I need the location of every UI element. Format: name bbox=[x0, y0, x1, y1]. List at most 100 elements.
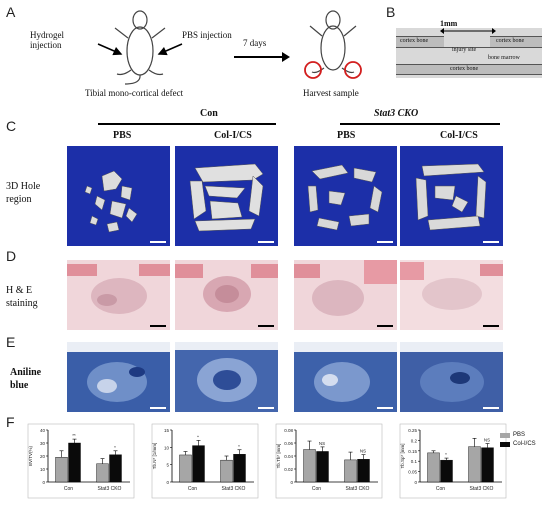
mouse-harvest-icon bbox=[304, 10, 362, 79]
chart-frame bbox=[399, 423, 507, 499]
x-tick-label: Stat3 CKO bbox=[98, 486, 122, 492]
col-pbs-con: PBS bbox=[113, 130, 132, 141]
bar bbox=[427, 452, 440, 483]
aniline-ko-colcs bbox=[400, 342, 503, 412]
group-con-line bbox=[98, 123, 276, 125]
bar bbox=[316, 451, 329, 483]
bar bbox=[220, 459, 233, 483]
y-tick-label: 0.04 bbox=[284, 454, 293, 459]
y-tick-label: 0.05 bbox=[408, 470, 417, 475]
panel-letter-b: B bbox=[386, 4, 396, 20]
significance-label: * bbox=[445, 452, 447, 457]
chart-frame bbox=[275, 423, 383, 499]
row-label-aniline: Aniline blue bbox=[10, 367, 42, 391]
significance-label: ** bbox=[72, 433, 76, 438]
bar bbox=[440, 459, 453, 483]
x-tick-label: Stat3 CKO bbox=[222, 486, 246, 492]
col-pbs-ko: PBS bbox=[337, 130, 356, 141]
aniline-con-colcs bbox=[175, 342, 278, 412]
significance-label: NS bbox=[484, 438, 490, 443]
y-tick-label: 5 bbox=[166, 463, 169, 468]
y-tick-label: 0 bbox=[42, 480, 45, 485]
panel-letter-a: A bbox=[6, 4, 16, 20]
bar bbox=[109, 454, 122, 483]
cortex-bottom-band bbox=[396, 64, 542, 75]
bar bbox=[55, 457, 68, 483]
y-tick-label: 0.25 bbox=[408, 428, 417, 433]
y-tick-label: 10 bbox=[40, 467, 46, 472]
x-tick-label: Stat3 CKO bbox=[470, 486, 494, 492]
tibial-defect-label: Tibial mono-cortical defect bbox=[85, 88, 184, 98]
col-colcs-con: Col-I/CS bbox=[214, 130, 252, 141]
panel-letter-c: C bbox=[6, 118, 17, 134]
cortex-left-label: cortex bone bbox=[400, 38, 429, 44]
col-colcs-ko: Col-I/CS bbox=[440, 130, 478, 141]
cortex-right-label: cortex bone bbox=[496, 38, 525, 44]
microct-con-colcs bbox=[175, 146, 278, 246]
row-label-3d-hole: 3D Hole region bbox=[6, 181, 41, 205]
bar bbox=[96, 463, 109, 483]
one-mm-label: 1mm bbox=[440, 19, 458, 28]
bar bbox=[192, 445, 205, 483]
aniline-ko-pbs bbox=[294, 342, 397, 412]
chart-legend: PBS Col-I/CS bbox=[500, 432, 536, 447]
y-tick-label: 0 bbox=[290, 480, 293, 485]
he-ko-pbs bbox=[294, 260, 397, 330]
y-axis-label: Tb.Sp* [mm] bbox=[400, 443, 405, 468]
x-tick-label: Con bbox=[436, 486, 445, 492]
x-tick-label: Con bbox=[188, 486, 197, 492]
significance-label: NS bbox=[319, 441, 325, 446]
panel-letter-d: D bbox=[6, 248, 17, 264]
legend-swatch-colcs bbox=[500, 441, 510, 447]
bar bbox=[68, 442, 81, 483]
significance-label: * bbox=[114, 445, 116, 450]
arrow-right-icon bbox=[234, 52, 290, 62]
microct-ko-pbs bbox=[294, 146, 397, 246]
y-tick-label: 0 bbox=[414, 480, 417, 485]
bone-schematic: cortex bone cortex bone injury site bone… bbox=[396, 28, 542, 78]
y-axis-label: Tb.N* [1/mm] bbox=[152, 443, 157, 470]
days-label: 7 days bbox=[243, 38, 267, 48]
significance-label: * bbox=[238, 444, 240, 449]
significance-label: NS bbox=[360, 449, 366, 454]
panel-letter-f: F bbox=[6, 414, 15, 430]
y-tick-label: 0.06 bbox=[284, 441, 293, 446]
panel-letter-e: E bbox=[6, 334, 16, 350]
cortex-bottom-label: cortex bone bbox=[450, 66, 479, 72]
y-axis-label: BV/TV(%) bbox=[28, 446, 33, 467]
y-tick-label: 20 bbox=[40, 454, 46, 459]
y-tick-label: 0.2 bbox=[411, 438, 418, 443]
mm-span-arrow bbox=[440, 28, 496, 34]
bar bbox=[468, 446, 481, 483]
harvest-sample-label: Harvest sample bbox=[303, 88, 359, 98]
bar bbox=[233, 454, 246, 483]
legend-label-pbs: PBS bbox=[513, 432, 526, 438]
y-tick-label: 0.15 bbox=[408, 449, 417, 454]
group-ko-label: Stat3 CKO bbox=[374, 108, 419, 119]
y-tick-label: 10 bbox=[164, 445, 170, 450]
legend-swatch-pbs bbox=[500, 432, 510, 438]
hydrogel-injection-label: Hydrogel injection bbox=[30, 30, 64, 50]
x-tick-label: Stat3 CKO bbox=[346, 486, 370, 492]
chart-frame bbox=[27, 423, 135, 499]
x-tick-label: Con bbox=[312, 486, 321, 492]
bar bbox=[481, 447, 494, 483]
harvest-circle-left bbox=[304, 61, 322, 79]
legend-label-colcs: Col-I/CS bbox=[513, 441, 536, 447]
group-ko-line bbox=[340, 123, 500, 125]
bar bbox=[344, 459, 357, 483]
y-tick-label: 0.1 bbox=[411, 459, 418, 464]
harvest-circle-right bbox=[344, 61, 362, 79]
y-tick-label: 40 bbox=[40, 428, 46, 433]
group-con-label: Con bbox=[200, 108, 218, 119]
injury-gap bbox=[444, 35, 490, 47]
y-tick-label: 0 bbox=[166, 480, 169, 485]
significance-label: * bbox=[197, 434, 199, 439]
aniline-con-pbs bbox=[67, 342, 170, 412]
y-tick-label: 30 bbox=[40, 441, 46, 446]
y-tick-label: 0.08 bbox=[284, 428, 293, 433]
x-tick-label: Con bbox=[64, 486, 73, 492]
